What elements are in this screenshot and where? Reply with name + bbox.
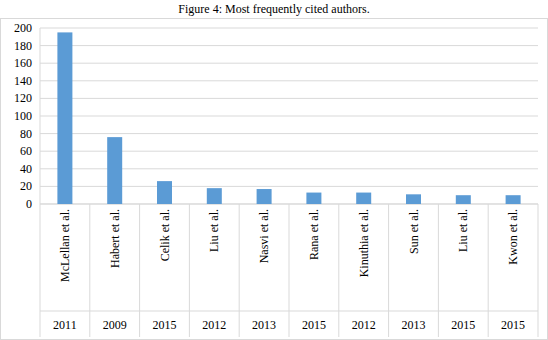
y-tick-label: 100 (14, 109, 32, 123)
x-tick-label: Liu et al. (207, 209, 221, 252)
year-label: 2015 (501, 318, 525, 332)
bar (406, 194, 421, 204)
category-divider (488, 204, 489, 337)
y-tick-label: 40 (20, 162, 32, 176)
x-tick-label: Celik et al. (158, 209, 172, 261)
bar (207, 188, 222, 204)
y-tick-label: 0 (26, 197, 32, 211)
grid-line (40, 98, 538, 99)
x-tick-label: Rana et al. (307, 209, 321, 260)
category-divider (538, 204, 539, 337)
category-divider (139, 204, 140, 337)
category-divider (338, 204, 339, 337)
y-tick-label: 60 (20, 144, 32, 158)
year-label: 2015 (153, 318, 177, 332)
grid-line (40, 133, 538, 134)
x-tick-label: Kinuthia et al. (357, 209, 371, 277)
chart-svg: Figure 4: Most frequently cited authors.… (0, 0, 548, 340)
category-divider (189, 204, 190, 337)
category-divider (40, 204, 41, 337)
y-tick-label: 140 (14, 74, 32, 88)
bar (57, 32, 72, 204)
grid-line (40, 116, 538, 117)
y-tick-label: 80 (20, 127, 32, 141)
bar (257, 189, 272, 204)
x-tick-label: Liu et al. (456, 209, 470, 252)
year-label: 2013 (402, 318, 426, 332)
category-divider (289, 204, 290, 337)
y-tick-label: 200 (14, 21, 32, 35)
bar (456, 195, 471, 204)
year-label: 2013 (252, 318, 276, 332)
y-tick-label: 20 (20, 179, 32, 193)
y-tick-label: 160 (14, 56, 32, 70)
chart-container: Figure 4: Most frequently cited authors.… (0, 0, 548, 340)
year-label: 2012 (352, 318, 376, 332)
x-tick-label: McLellan et al. (58, 209, 72, 282)
bar (157, 181, 172, 204)
bars (57, 32, 520, 204)
year-label: 2012 (202, 318, 226, 332)
y-axis-line (40, 28, 41, 204)
grid-line (40, 28, 538, 29)
title: Figure 4: Most frequently cited authors. (178, 2, 369, 16)
y-tick-label: 120 (14, 91, 32, 105)
x-tick-label: Sun et al. (407, 209, 421, 254)
y-tick-label: 180 (14, 39, 32, 53)
bar (107, 137, 122, 204)
category-divider (239, 204, 240, 337)
grid-line (40, 63, 538, 64)
year-label: 2015 (302, 318, 326, 332)
x-tick-label: Kwon et al. (506, 209, 520, 265)
category-divider (89, 204, 90, 337)
year-label: 2011 (53, 318, 77, 332)
bar (356, 193, 371, 204)
bar (306, 193, 321, 204)
year-label: 2009 (103, 318, 127, 332)
chart-frame (1, 19, 548, 340)
grid-line (40, 80, 538, 81)
grid-line (40, 45, 538, 46)
category-separator (40, 311, 538, 312)
x-tick-label: Habert et al. (108, 209, 122, 268)
x-tick-label: Nasvi et al. (257, 209, 271, 263)
category-divider (388, 204, 389, 337)
category-divider (438, 204, 439, 337)
year-label: 2015 (451, 318, 475, 332)
bar (506, 195, 521, 204)
